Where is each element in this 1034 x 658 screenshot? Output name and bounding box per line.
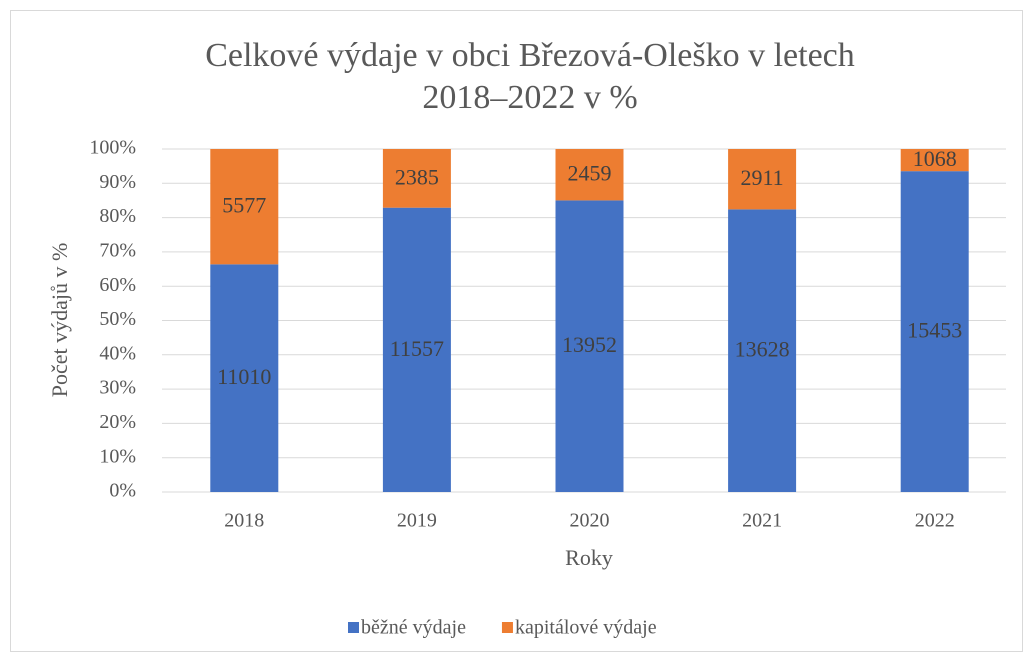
y-tick-label: 10% — [99, 445, 136, 467]
data-label: 11010 — [217, 364, 271, 389]
bar-segment — [210, 149, 279, 265]
chart-title: Celkové výdaje v obci Březová-Oleško v l… — [205, 37, 855, 74]
x-tick-label: 2019 — [397, 510, 437, 532]
y-tick-label: 70% — [99, 239, 136, 261]
data-label: 5577 — [222, 193, 266, 218]
y-tick-label: 60% — [99, 274, 136, 296]
y-tick-label: 100% — [89, 137, 136, 159]
y-tick-label: 80% — [99, 205, 136, 227]
legend-label: běžné výdaje — [361, 617, 466, 639]
legend-swatch — [501, 622, 513, 633]
legend-label: kapitálové výdaje — [515, 617, 657, 639]
chart-title: 2018–2022 v % — [422, 79, 637, 116]
data-label: 13952 — [562, 332, 617, 357]
x-tick-label: 2020 — [570, 510, 610, 532]
bar-segment — [900, 149, 969, 172]
bar-segment — [555, 149, 624, 201]
chart-border — [10, 10, 1023, 652]
data-label: 1068 — [913, 146, 957, 171]
y-tick-label: 20% — [99, 411, 136, 433]
data-label: 2459 — [568, 161, 612, 186]
bar-segment — [382, 207, 451, 492]
data-label: 11557 — [390, 336, 444, 361]
bar-segment — [555, 200, 624, 493]
data-label: 2911 — [741, 165, 784, 190]
y-tick-label: 40% — [99, 342, 136, 364]
data-label: 2385 — [395, 164, 439, 189]
bar-segment — [382, 149, 451, 208]
x-tick-label: 2022 — [915, 510, 955, 532]
bar-segment — [728, 209, 797, 492]
x-tick-label: 2021 — [742, 510, 782, 532]
x-tick-label: 2018 — [224, 510, 264, 532]
x-axis-label: Roky — [565, 545, 613, 570]
bar-segment — [900, 171, 969, 493]
y-tick-label: 30% — [99, 377, 136, 399]
bar-segment — [728, 149, 797, 210]
y-axis-label: Počet výdajů v % — [47, 243, 72, 398]
legend-swatch — [348, 622, 359, 633]
y-tick-label: 50% — [99, 308, 136, 330]
y-tick-label: 0% — [109, 480, 136, 502]
bar-segment — [210, 264, 279, 492]
data-label: 13628 — [735, 337, 790, 362]
y-tick-label: 90% — [99, 171, 136, 193]
data-label: 15453 — [907, 318, 962, 343]
